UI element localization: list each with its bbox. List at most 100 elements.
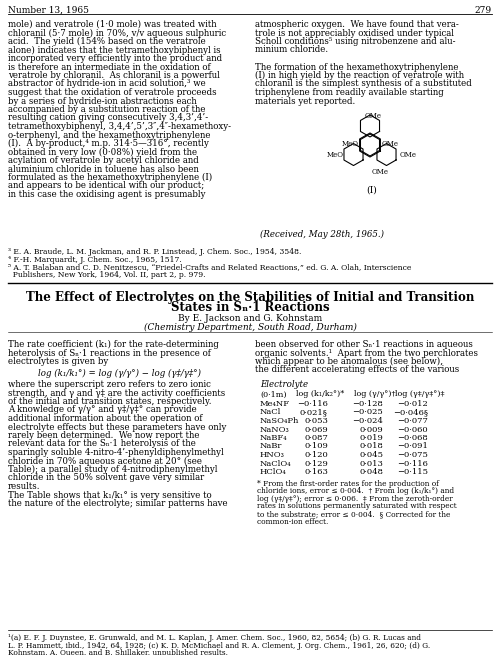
Text: and appears to be identical with our product;: and appears to be identical with our pro… bbox=[8, 181, 204, 191]
Text: By E. Jackson and G. Kohnstam: By E. Jackson and G. Kohnstam bbox=[178, 314, 322, 323]
Text: −0·115: −0·115 bbox=[397, 468, 428, 476]
Text: common-ion effect.: common-ion effect. bbox=[257, 517, 328, 526]
Text: 0·019: 0·019 bbox=[359, 434, 383, 442]
Text: which appear to be anomalous (see below),: which appear to be anomalous (see below)… bbox=[255, 357, 443, 366]
Text: Scholl conditions⁵ using nitrobenzene and alu-: Scholl conditions⁵ using nitrobenzene an… bbox=[255, 37, 456, 46]
Text: the nature of the electrolyte; similar patterns have: the nature of the electrolyte; similar p… bbox=[8, 499, 228, 508]
Text: of the initial and transition states, respectively.: of the initial and transition states, re… bbox=[8, 397, 212, 406]
Text: −0·116: −0·116 bbox=[397, 460, 428, 468]
Text: L. P. Hammett, ibid., 1942, 64, 1928; (c) K. D. McMichael and R. A. Clement, J. : L. P. Hammett, ibid., 1942, 64, 1928; (c… bbox=[8, 642, 430, 650]
Text: electrolyte effects but these parameters have only: electrolyte effects but these parameters… bbox=[8, 422, 226, 432]
Text: The Table shows that k₁/k₁° is very sensitive to: The Table shows that k₁/k₁° is very sens… bbox=[8, 491, 212, 500]
Text: trole is not appreciably oxidised under typical: trole is not appreciably oxidised under … bbox=[255, 29, 454, 37]
Text: 0·013: 0·013 bbox=[359, 460, 383, 468]
Text: ⁴ F.-H. Marquardt, J. Chem. Soc., 1965, 1517.: ⁴ F.-H. Marquardt, J. Chem. Soc., 1965, … bbox=[8, 255, 182, 264]
Text: 0·163: 0·163 bbox=[304, 468, 328, 476]
Text: incorporated very efficiently into the product and: incorporated very efficiently into the p… bbox=[8, 54, 222, 63]
Text: −0·024: −0·024 bbox=[352, 417, 383, 425]
Text: MeO: MeO bbox=[342, 140, 359, 148]
Text: results.: results. bbox=[8, 482, 40, 491]
Text: −0·077: −0·077 bbox=[397, 417, 428, 425]
Text: Publishers, New York, 1964, Vol. II, part 2, p. 979.: Publishers, New York, 1964, Vol. II, par… bbox=[8, 271, 205, 279]
Text: NaClO₄: NaClO₄ bbox=[260, 460, 292, 468]
Text: formulated as the hexamethoxytriphenylene (I): formulated as the hexamethoxytriphenylen… bbox=[8, 173, 212, 182]
Text: OMe: OMe bbox=[400, 151, 416, 159]
Text: 279: 279 bbox=[475, 6, 492, 15]
Text: (I): (I) bbox=[366, 185, 377, 194]
Text: Kohnstam, A. Queen, and B. Shillaker, unpublished results.: Kohnstam, A. Queen, and B. Shillaker, un… bbox=[8, 649, 228, 655]
Text: HNO₃: HNO₃ bbox=[260, 451, 285, 459]
Text: States in Sₙ·1 Reactions: States in Sₙ·1 Reactions bbox=[170, 301, 330, 314]
Text: log (k₁/k₂°)*: log (k₁/k₂°)* bbox=[296, 390, 344, 398]
Text: been observed for other Sₙ·1 reactions in aqueous: been observed for other Sₙ·1 reactions i… bbox=[255, 340, 473, 349]
Text: −0·046§: −0·046§ bbox=[393, 409, 428, 417]
Text: to the substrate; error ≤ 0·004.  § Corrected for the: to the substrate; error ≤ 0·004. § Corre… bbox=[257, 510, 450, 518]
Text: obtained in very low (0·08%) yield from the: obtained in very low (0·08%) yield from … bbox=[8, 147, 197, 157]
Text: OMe: OMe bbox=[372, 168, 389, 176]
Text: minium chloride.: minium chloride. bbox=[255, 45, 328, 54]
Text: Number 13, 1965: Number 13, 1965 bbox=[8, 6, 89, 15]
Text: chloride in the 50% solvent gave very similar: chloride in the 50% solvent gave very si… bbox=[8, 474, 204, 483]
Text: A knowledge of γ/γ° and γ‡/γ‡° can provide: A knowledge of γ/γ° and γ‡/γ‡° can provi… bbox=[8, 405, 197, 415]
Text: The Effect of Electrolytes on the Stabilities of Initial and Transition: The Effect of Electrolytes on the Stabil… bbox=[26, 291, 474, 304]
Text: 0·120: 0·120 bbox=[304, 451, 328, 459]
Text: resulting cation giving consecutively 3,4,3’,4’-: resulting cation giving consecutively 3,… bbox=[8, 113, 208, 122]
Text: 0·009: 0·009 bbox=[359, 426, 383, 434]
Text: log (γ/γ°)†: log (γ/γ°)† bbox=[354, 390, 396, 398]
Text: veratrole by chloranil.  As chloranil is a powerful: veratrole by chloranil. As chloranil is … bbox=[8, 71, 220, 80]
Text: (Received, May 28th, 1965.): (Received, May 28th, 1965.) bbox=[260, 230, 384, 239]
Text: The formation of the hexamethoxytriphenylene: The formation of the hexamethoxytripheny… bbox=[255, 62, 458, 71]
Text: The rate coefficient (k₁) for the rate-determining: The rate coefficient (k₁) for the rate-d… bbox=[8, 340, 219, 349]
Text: in this case the oxidising agent is presumably: in this case the oxidising agent is pres… bbox=[8, 190, 205, 199]
Text: OMe: OMe bbox=[382, 140, 399, 148]
Text: (I).  A by-product,⁴ m.p. 314·5—316°, recently: (I). A by-product,⁴ m.p. 314·5—316°, rec… bbox=[8, 139, 209, 148]
Text: 0·053: 0·053 bbox=[304, 417, 328, 425]
Text: NaBF₄: NaBF₄ bbox=[260, 434, 287, 442]
Text: −0·060: −0·060 bbox=[398, 426, 428, 434]
Text: HClO₄: HClO₄ bbox=[260, 468, 287, 476]
Text: * From the first-order rates for the production of: * From the first-order rates for the pro… bbox=[257, 479, 439, 487]
Text: chloride ions, error ≤ 0·004.  † From log (k₁/k₁°) and: chloride ions, error ≤ 0·004. † From log… bbox=[257, 487, 454, 495]
Text: −0·116: −0·116 bbox=[297, 400, 328, 408]
Text: 0·021§: 0·021§ bbox=[300, 409, 328, 417]
Text: electrolytes is given by: electrolytes is given by bbox=[8, 357, 108, 366]
Text: 0·087: 0·087 bbox=[304, 434, 328, 442]
Text: −0·075: −0·075 bbox=[397, 451, 428, 459]
Text: relevant data for the Sₙ·1 heterolysis of the: relevant data for the Sₙ·1 heterolysis o… bbox=[8, 440, 196, 449]
Text: −0·068: −0·068 bbox=[397, 434, 428, 442]
Text: 0·048: 0·048 bbox=[359, 468, 383, 476]
Text: rarely been determined.  We now report the: rarely been determined. We now report th… bbox=[8, 431, 200, 440]
Text: chloranil (5·7 mole) in 70%, v/v aqueous sulphuric: chloranil (5·7 mole) in 70%, v/v aqueous… bbox=[8, 29, 226, 37]
Text: acid.  The yield (154% based on the veratrole: acid. The yield (154% based on the verat… bbox=[8, 37, 206, 46]
Text: acylation of veratrole by acetyl chloride and: acylation of veratrole by acetyl chlorid… bbox=[8, 156, 199, 165]
Text: −0·025: −0·025 bbox=[352, 409, 383, 417]
Text: chloride in 70% aqueous acetone at 20° (see: chloride in 70% aqueous acetone at 20° (… bbox=[8, 457, 202, 466]
Text: triphenylene from readily available starting: triphenylene from readily available star… bbox=[255, 88, 444, 97]
Text: log (γ‡/γ‡°); error ≤ 0·006.  ‡ From the zeroth-order: log (γ‡/γ‡°); error ≤ 0·006. ‡ From the … bbox=[257, 495, 453, 503]
Text: by a series of hydride-ion abstractions each: by a series of hydride-ion abstractions … bbox=[8, 96, 197, 105]
Text: 0·129: 0·129 bbox=[304, 460, 328, 468]
Text: 0·069: 0·069 bbox=[304, 426, 328, 434]
Text: suggest that the oxidation of veratrole proceeds: suggest that the oxidation of veratrole … bbox=[8, 88, 216, 97]
Text: aluminium chloride in toluene has also been: aluminium chloride in toluene has also b… bbox=[8, 164, 199, 174]
Text: Electrolyte: Electrolyte bbox=[260, 380, 308, 389]
Text: abstractor of hydride-ion in acid solution,³ we: abstractor of hydride-ion in acid soluti… bbox=[8, 79, 206, 88]
Text: 0·045: 0·045 bbox=[359, 451, 383, 459]
Text: −0·012: −0·012 bbox=[397, 400, 428, 408]
Text: materials yet reported.: materials yet reported. bbox=[255, 96, 355, 105]
Text: alone) indicates that the tetramethoxybiphenyl is: alone) indicates that the tetramethoxybi… bbox=[8, 45, 220, 54]
Text: NaCl: NaCl bbox=[260, 409, 281, 417]
Text: log (k₁/k₁°) = log (γ/γ°) − log (γ‡/γ‡°): log (k₁/k₁°) = log (γ/γ°) − log (γ‡/γ‡°) bbox=[38, 369, 202, 378]
Text: sparingly soluble 4-nitro-4’-phenyldiphenylmethyl: sparingly soluble 4-nitro-4’-phenyldiphe… bbox=[8, 448, 224, 457]
Text: NaSO₄Ph: NaSO₄Ph bbox=[260, 417, 300, 425]
Text: the different accelerating effects of the various: the different accelerating effects of th… bbox=[255, 365, 459, 375]
Text: NaBr: NaBr bbox=[260, 443, 282, 451]
Text: mole) and veratrole (1·0 mole) was treated with: mole) and veratrole (1·0 mole) was treat… bbox=[8, 20, 216, 29]
Text: OMe: OMe bbox=[365, 112, 382, 120]
Text: log (γ‡/γ‡°)‡: log (γ‡/γ‡°)‡ bbox=[395, 390, 445, 398]
Text: NaNO₃: NaNO₃ bbox=[260, 426, 290, 434]
Text: where the superscript zero refers to zero ionic: where the superscript zero refers to zer… bbox=[8, 380, 211, 389]
Text: rates in solutions permanently saturated with respect: rates in solutions permanently saturated… bbox=[257, 502, 456, 510]
Text: accompanied by a substitution reaction of the: accompanied by a substitution reaction o… bbox=[8, 105, 205, 114]
Text: atmospheric oxygen.  We have found that vera-: atmospheric oxygen. We have found that v… bbox=[255, 20, 459, 29]
